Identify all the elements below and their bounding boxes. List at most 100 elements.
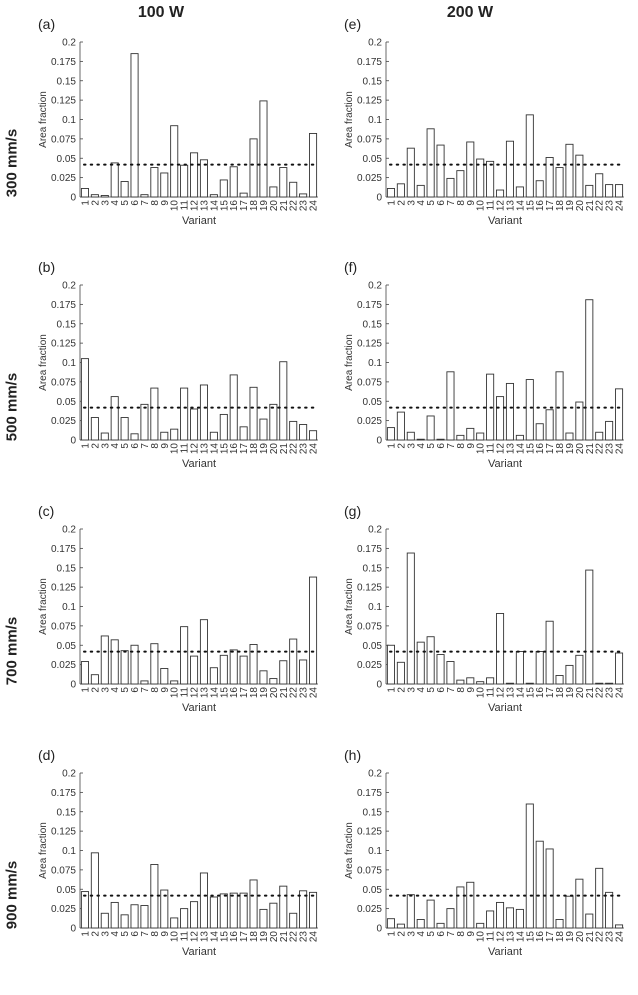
bar [525, 379, 534, 441]
y-tick-label: 0.05 [57, 397, 77, 408]
x-tick-label: 6 [130, 200, 141, 206]
x-tick-label: 7 [446, 443, 457, 449]
x-tick-label: 22 [289, 687, 300, 699]
bar [605, 891, 614, 929]
x-tick-label: 4 [110, 687, 121, 693]
bar [406, 147, 415, 198]
chart-g-svg: 00.0250.050.0750.10.1250.150.1750.212345… [344, 525, 626, 715]
x-tick-label: 14 [515, 200, 526, 212]
bar [219, 654, 228, 685]
bar [446, 371, 455, 441]
x-axis-label: Variant [488, 215, 522, 227]
bar [190, 655, 199, 685]
chart-panel-e: (e) 0 0.025 0.05 0.075 0.1 0.125 0.15 0.175 0.2 1… [344, 16, 634, 246]
bar [545, 848, 554, 929]
y-tick-label: 0.075 [357, 377, 382, 388]
chart-panel-h: (h) 0 0.025 0.05 0.075 0.1 0.125 0.15 0.175 0.2 1… [344, 747, 634, 977]
bar [289, 420, 298, 441]
x-tick-label: 8 [456, 200, 467, 206]
x-tick-label: 8 [456, 931, 467, 937]
bar [239, 192, 248, 198]
x-tick-label: 2 [90, 931, 101, 937]
bar [229, 166, 238, 198]
bar [505, 382, 514, 441]
x-tick-label: 14 [515, 931, 526, 943]
x-tick-label: 11 [486, 443, 497, 454]
x-tick-label: 4 [110, 200, 121, 206]
x-tick-label: 4 [110, 931, 121, 937]
x-tick-label: 4 [416, 443, 427, 449]
panel-label: (f) [344, 259, 358, 275]
bar [110, 396, 119, 441]
bar [190, 408, 199, 441]
bar [595, 682, 604, 685]
y-tick-label: 0.1 [62, 358, 76, 369]
x-tick-label: 11 [486, 931, 497, 942]
bar [476, 432, 485, 441]
bar [289, 181, 298, 198]
bar [396, 923, 405, 929]
x-tick-label: 21 [585, 931, 596, 943]
x-tick-label: 3 [100, 931, 111, 937]
bar [595, 431, 604, 441]
bar [565, 664, 574, 685]
x-tick-label: 12 [496, 443, 507, 455]
x-tick-label: 13 [199, 687, 210, 699]
x-tick-label: 22 [289, 931, 300, 943]
bar [209, 896, 218, 929]
bar [180, 387, 189, 441]
bar [90, 674, 99, 685]
x-tick-label: 22 [289, 200, 300, 212]
x-tick-label: 2 [90, 200, 101, 206]
x-tick-label: 14 [515, 687, 526, 699]
bar [140, 403, 149, 441]
x-tick-label: 18 [249, 443, 260, 455]
bar [515, 908, 524, 929]
y-tick-label: 0.075 [51, 134, 76, 145]
x-tick-label: 8 [456, 443, 467, 449]
x-tick-label: 15 [525, 200, 536, 212]
y-tick-label: 0.125 [357, 339, 382, 350]
x-tick-label: 15 [219, 931, 230, 943]
y-axis-label: Area fraction [344, 91, 355, 148]
panel-label: (c) [38, 503, 55, 519]
x-tick-label: 9 [466, 931, 477, 937]
bar [456, 170, 465, 198]
bar [615, 924, 624, 929]
x-tick-label: 7 [140, 687, 151, 693]
x-tick-label: 8 [456, 687, 467, 693]
x-tick-label: 21 [585, 687, 596, 699]
bar [80, 358, 89, 441]
y-tick-label: 0.05 [363, 397, 383, 408]
x-tick-label: 20 [575, 931, 586, 943]
bar [406, 894, 415, 929]
x-tick-label: 18 [249, 687, 260, 699]
bar [605, 682, 614, 685]
bar [466, 427, 475, 441]
bar [229, 649, 238, 685]
x-tick-label: 7 [140, 443, 151, 449]
bar [545, 620, 554, 685]
x-tick-label: 15 [219, 443, 230, 455]
y-tick-label: 0.1 [368, 358, 382, 369]
bar [496, 396, 505, 441]
x-tick-label: 9 [466, 443, 477, 449]
x-tick-label: 11 [180, 687, 191, 698]
bar [585, 913, 594, 929]
row-title-700-text: 700 mm/s [3, 616, 21, 686]
x-tick-label: 11 [180, 931, 191, 942]
x-tick-label: 19 [565, 443, 576, 455]
bar [615, 652, 624, 685]
bar [120, 914, 129, 929]
x-tick-label: 8 [150, 443, 161, 449]
x-tick-label: 4 [110, 443, 121, 449]
y-tick-label: 0.025 [51, 416, 76, 427]
x-tick-label: 16 [535, 200, 546, 212]
x-tick-label: 24 [615, 687, 626, 699]
x-axis-label: Variant [182, 215, 216, 227]
x-tick-label: 10 [170, 443, 181, 455]
bar [199, 384, 208, 441]
bar [100, 194, 109, 198]
y-tick-label: 0.1 [62, 115, 76, 126]
x-tick-label: 10 [476, 687, 487, 699]
